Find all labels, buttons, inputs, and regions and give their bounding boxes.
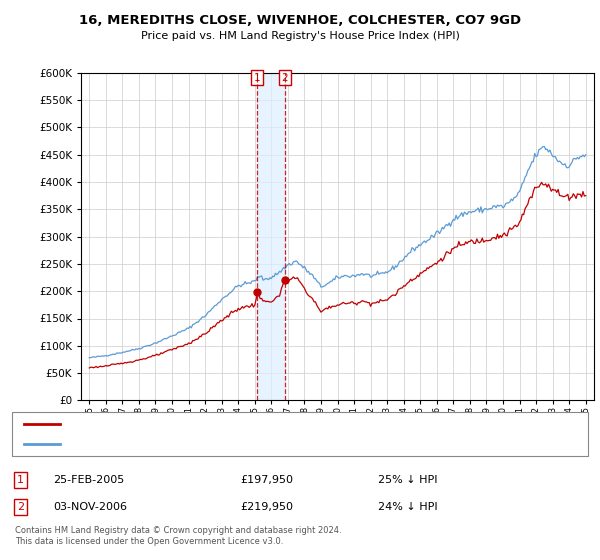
Text: 03-NOV-2006: 03-NOV-2006 xyxy=(53,502,127,512)
Text: 2: 2 xyxy=(282,73,289,83)
Text: 25-FEB-2005: 25-FEB-2005 xyxy=(53,475,124,485)
Text: 25% ↓ HPI: 25% ↓ HPI xyxy=(378,475,437,485)
Text: Contains HM Land Registry data © Crown copyright and database right 2024.
This d: Contains HM Land Registry data © Crown c… xyxy=(15,526,341,546)
Text: 24% ↓ HPI: 24% ↓ HPI xyxy=(378,502,437,512)
Text: HPI: Average price, detached house, Colchester: HPI: Average price, detached house, Colc… xyxy=(69,439,302,449)
Text: 2: 2 xyxy=(17,502,24,512)
Text: 16, MEREDITHS CLOSE, WIVENHOE, COLCHESTER, CO7 9GD: 16, MEREDITHS CLOSE, WIVENHOE, COLCHESTE… xyxy=(79,14,521,27)
Text: 1: 1 xyxy=(254,73,260,83)
Text: Price paid vs. HM Land Registry's House Price Index (HPI): Price paid vs. HM Land Registry's House … xyxy=(140,31,460,41)
Bar xyxy=(257,73,285,400)
Text: 1: 1 xyxy=(17,475,24,485)
Text: £219,950: £219,950 xyxy=(240,502,293,512)
Text: £197,950: £197,950 xyxy=(240,475,293,485)
Text: 16, MEREDITHS CLOSE, WIVENHOE, COLCHESTER, CO7 9GD (detached house): 16, MEREDITHS CLOSE, WIVENHOE, COLCHESTE… xyxy=(69,419,452,429)
